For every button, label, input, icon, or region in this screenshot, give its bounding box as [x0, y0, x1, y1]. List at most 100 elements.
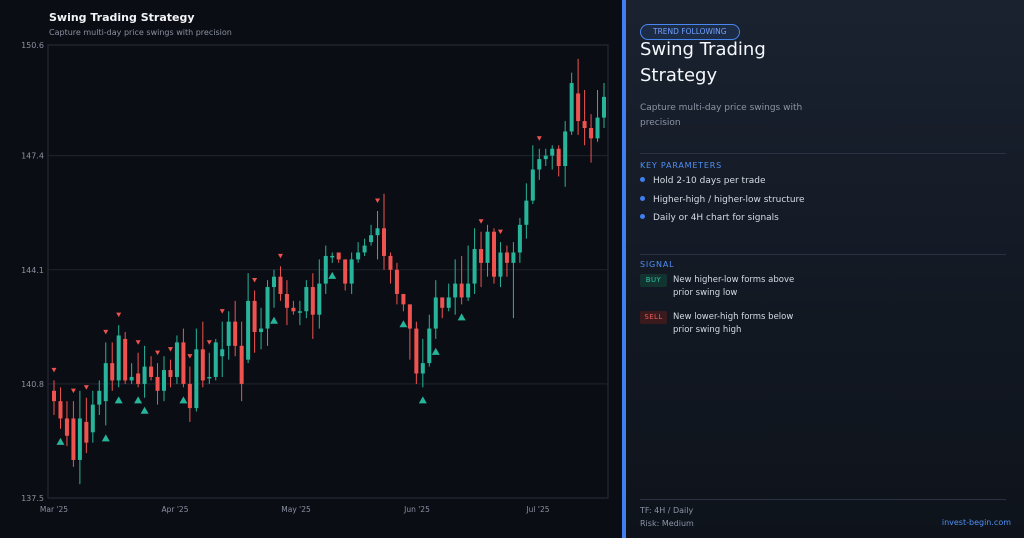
- x-tick-label: Jun '25: [403, 505, 430, 514]
- candle-body: [466, 283, 471, 298]
- candle-body: [51, 390, 57, 402]
- sell-marker: [135, 340, 141, 345]
- candle-body: [129, 376, 134, 381]
- y-tick-label: 150.6: [21, 41, 44, 50]
- chart-subtitle: Capture multi-day price swings with prec…: [49, 28, 232, 37]
- candle-body: [343, 259, 348, 284]
- candle-body: [440, 297, 445, 308]
- candle-body: [375, 228, 380, 236]
- candle-body: [194, 349, 199, 409]
- buy-marker: [140, 406, 149, 414]
- sell-marker: [51, 367, 57, 373]
- site-link[interactable]: invest-begin.com: [941, 518, 1011, 527]
- candle-body: [556, 148, 561, 167]
- chart-area: 137.5 140.8 144.1 147.4 150.6 Mar '25 Apr '25 M…: [21, 11, 609, 514]
- candle-body: [582, 121, 587, 128]
- candle-body: [576, 93, 581, 122]
- bullet-icon: [640, 214, 645, 219]
- sell-marker: [206, 340, 212, 345]
- sell-marker: [219, 309, 225, 314]
- candle-body: [110, 363, 115, 381]
- candle-body: [278, 276, 283, 294]
- buy-marker: [418, 396, 427, 404]
- candle-body: [349, 259, 354, 284]
- candle-body: [569, 83, 574, 132]
- x-tick-label: Apr '25: [162, 505, 189, 514]
- candle-body: [414, 328, 419, 374]
- candle-body: [336, 252, 341, 260]
- candle-body: [472, 249, 477, 284]
- sell-marker: [83, 385, 89, 390]
- candle-body: [226, 321, 231, 346]
- sell-marker: [277, 253, 283, 259]
- sell-marker: [478, 219, 484, 224]
- buy-marker: [431, 347, 440, 355]
- buy-badge: BUY: [640, 274, 667, 287]
- buy-marker: [457, 313, 466, 321]
- candle-body: [233, 321, 238, 346]
- candle-body: [200, 349, 205, 381]
- buy-marker: [101, 434, 110, 442]
- separator: [640, 499, 1006, 500]
- candle-body: [213, 342, 218, 377]
- candle-body: [381, 228, 387, 256]
- candle-body: [58, 401, 63, 419]
- sell-marker: [155, 350, 161, 356]
- candle-body: [491, 231, 497, 277]
- candle-body: [181, 342, 186, 384]
- candle-body: [297, 311, 302, 313]
- candle-body: [543, 155, 548, 160]
- candle-body: [485, 231, 490, 263]
- sell-marker: [375, 198, 381, 203]
- strategy-tag: TREND FOLLOWING: [640, 24, 740, 40]
- candle-body: [537, 159, 542, 170]
- risk-text: Risk: Medium: [640, 519, 694, 528]
- plot-frame: [47, 44, 609, 499]
- candle-body: [420, 363, 425, 374]
- candle-body: [530, 169, 535, 201]
- sell-marker: [116, 312, 122, 318]
- candle-body: [453, 283, 458, 298]
- timeframe-text: TF: 4H / Daily: [640, 506, 694, 515]
- buy-marker: [114, 396, 123, 404]
- panel-description: Capture multi-day price swings with prec…: [640, 103, 803, 128]
- candle-body: [589, 127, 594, 139]
- buy-signal-text: New higher-low forms above prior swing l…: [673, 275, 795, 298]
- candle-body: [123, 338, 128, 381]
- buy-marker: [270, 316, 278, 324]
- candle-body: [517, 224, 522, 253]
- y-tick-label: 144.1: [21, 266, 44, 275]
- candle-body: [271, 276, 277, 288]
- y-tick-label: 137.5: [21, 494, 44, 503]
- candle-body: [362, 245, 367, 253]
- sell-badge: SELL: [640, 311, 667, 324]
- candle-body: [142, 366, 147, 384]
- info-panel: TREND FOLLOWING Swing Trading Strategy C…: [626, 0, 1024, 538]
- x-tick-label: Mar '25: [40, 505, 68, 514]
- x-tick-label: May '25: [281, 505, 311, 514]
- candle-body: [407, 304, 412, 329]
- candle-body: [310, 287, 315, 315]
- buy-marker: [134, 396, 143, 404]
- candle-body: [64, 418, 69, 436]
- separator: [640, 254, 1006, 255]
- candle-body: [284, 293, 289, 308]
- buy-marker: [179, 396, 188, 404]
- candle-body: [84, 421, 89, 443]
- x-tick-label: Jul '25: [525, 505, 549, 514]
- sell-marker: [252, 278, 258, 283]
- sell-marker: [167, 347, 173, 352]
- sell-marker: [536, 136, 542, 141]
- candle-body: [168, 370, 173, 377]
- candle-body: [446, 297, 451, 308]
- candle-body: [356, 252, 361, 260]
- candle-body: [323, 255, 328, 284]
- candle-body: [498, 252, 503, 277]
- buy-marker: [399, 320, 408, 328]
- candle-body: [427, 328, 432, 364]
- buy-marker: [328, 271, 337, 279]
- candle-body: [394, 269, 399, 294]
- candle-body: [187, 383, 192, 409]
- candle-body: [479, 249, 484, 263]
- separator: [640, 153, 1006, 154]
